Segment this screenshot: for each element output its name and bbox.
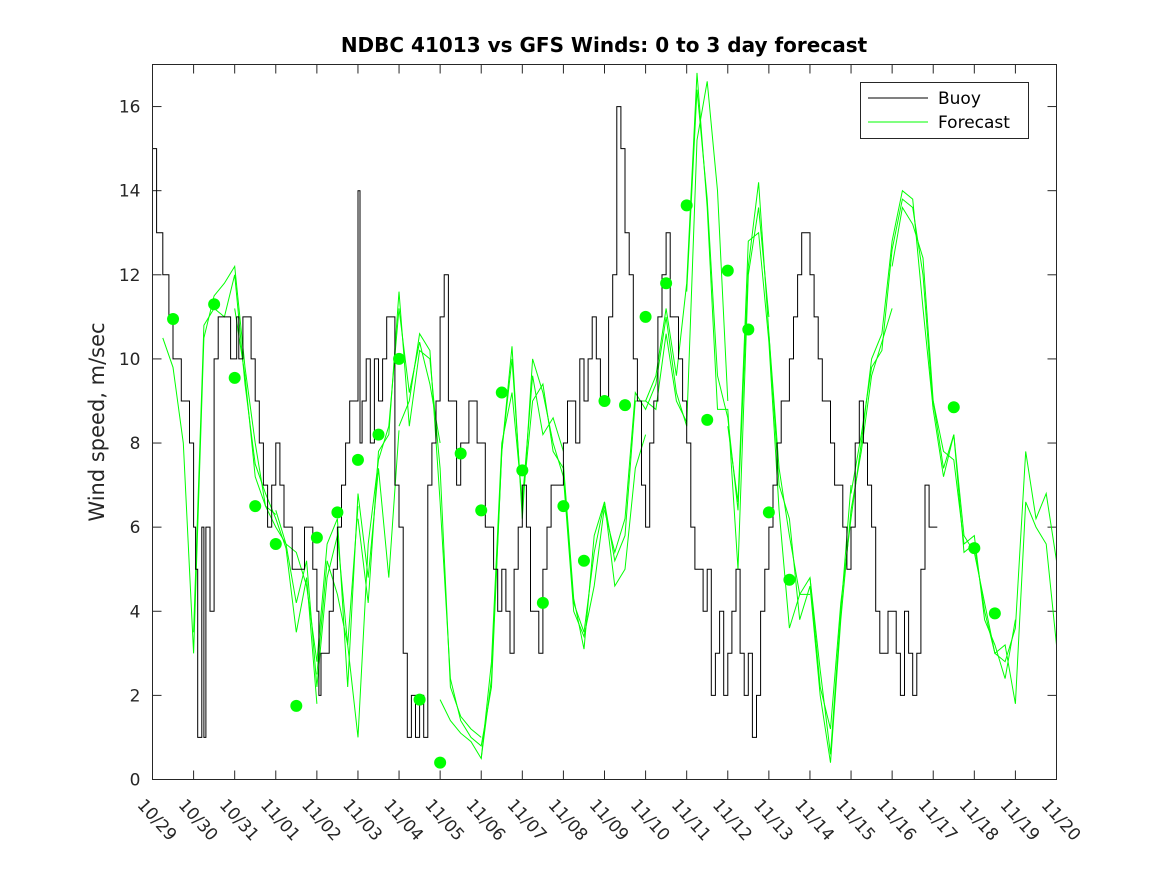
forecast-dot [742, 323, 755, 336]
forecast-dot [495, 386, 508, 399]
forecast-dot [454, 447, 467, 460]
forecast-dot [988, 607, 1001, 620]
forecast-line [521, 382, 647, 633]
y-axis-title: Wind speed, m/sec [85, 322, 109, 521]
forecast-dot [783, 573, 796, 586]
plot-area [152, 64, 1057, 780]
forecast-dot [290, 699, 303, 712]
y-tick-label: 6 [130, 518, 141, 538]
forecast-line [768, 308, 893, 763]
forecast-dots [167, 199, 1001, 769]
forecast-line [439, 375, 564, 761]
forecast-dot [701, 413, 714, 426]
forecast-line [604, 81, 729, 555]
forecast-dot [393, 352, 406, 365]
forecast-dot [167, 312, 180, 325]
forecast-line [891, 206, 1016, 679]
forecast-line [316, 308, 441, 738]
forecast-line [162, 264, 277, 654]
forecast-line [686, 89, 810, 595]
forecast-dot [372, 428, 385, 441]
y-tick-label: 2 [130, 686, 141, 706]
forecast-line [973, 501, 1057, 704]
forecast-dot [660, 277, 673, 290]
forecast-dot [947, 401, 960, 414]
forecast-dot [434, 756, 447, 769]
forecast-dot [577, 554, 590, 567]
legend-box [860, 82, 1029, 139]
y-tick-label: 8 [130, 434, 141, 454]
forecast-dot [413, 693, 426, 706]
legend-forecast-label: Forecast [938, 113, 1010, 133]
y-tick-label: 14 [119, 182, 141, 202]
forecast-dot [639, 310, 652, 323]
forecast-line [275, 430, 400, 688]
forecast-dot [269, 537, 282, 550]
legend: Buoy Forecast [860, 82, 1029, 139]
forecast-dot [331, 506, 344, 519]
y-tick-label: 16 [119, 98, 141, 118]
forecast-line [809, 189, 934, 730]
y-tick-label: 4 [130, 602, 141, 622]
forecast-dot [721, 264, 734, 277]
y-tick-labels: 0 2 4 6 8 10 12 14 16 [119, 98, 141, 791]
forecast-dot [310, 531, 323, 544]
forecast-dot [249, 500, 262, 513]
forecast-dot [228, 371, 241, 384]
forecast-dot [619, 399, 632, 412]
forecast-line [357, 291, 482, 738]
forecast-dot [598, 394, 611, 407]
legend-buoy-label: Buoy [938, 89, 981, 109]
forecast-dot [516, 464, 529, 477]
buoy-line [152, 106, 938, 738]
forecast-line [562, 333, 688, 650]
forecast-dot [536, 596, 549, 609]
buoy-line-group [152, 106, 938, 738]
forecast-line [480, 346, 605, 759]
y-tick-label: 10 [119, 350, 141, 370]
forecast-dot [680, 199, 693, 212]
chart-title: NDBC 41013 vs GFS Winds: 0 to 3 day fore… [341, 33, 868, 57]
forecast-dot [208, 298, 221, 311]
forecast-dot [351, 453, 364, 466]
y-tick-label: 0 [130, 771, 141, 791]
forecast-dot [762, 506, 775, 519]
forecast-dot [968, 542, 981, 555]
y-tick-label: 12 [119, 266, 141, 286]
forecast-dot [557, 500, 570, 513]
forecast-line [727, 231, 852, 755]
plot-frame [152, 64, 1057, 780]
forecast-dot [475, 504, 488, 517]
